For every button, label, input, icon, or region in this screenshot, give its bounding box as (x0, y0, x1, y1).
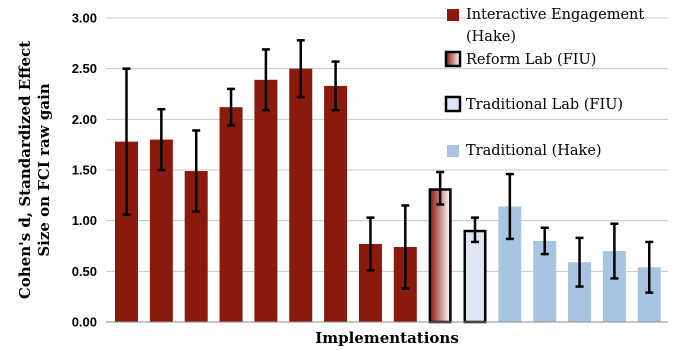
legend-item-reform: Reform Lab (FIU) (444, 50, 596, 68)
y-axis-title-line-1: Cohen's d, Standardized Effect (16, 41, 34, 299)
error-bar (540, 226, 549, 256)
bar-interactive (115, 141, 138, 322)
error-bar (505, 172, 514, 241)
legend-label: Traditional (Hake) (466, 143, 602, 159)
bar-reform (428, 188, 452, 324)
legend-item-traditional_hake: Traditional (Hake) (447, 143, 602, 159)
y-axis-title: Cohen's d, Standardized Effect Size on F… (16, 41, 53, 299)
bar-traditional_hake (498, 206, 522, 322)
error-bar (436, 170, 445, 206)
y-tick-label: 2.50 (72, 61, 97, 76)
bar-interactive (219, 107, 243, 322)
y-tick-label: 1.50 (72, 163, 97, 178)
legend-label: (Hake) (466, 29, 516, 45)
legend-swatch (444, 95, 462, 113)
bar-traditional_hake (602, 251, 626, 322)
y-tick-label: 2.00 (72, 112, 97, 127)
x-axis-title: Implementations (315, 329, 459, 347)
y-tick-label: 0.50 (72, 264, 97, 279)
legend-item-interactive: Interactive Engagement (Hake) (447, 7, 644, 45)
bar-traditional_lab (463, 229, 487, 324)
y-tick-labels: 0.00 0.50 1.00 1.50 2.00 2.50 3.00 (72, 11, 97, 330)
error-bars (122, 39, 654, 294)
error-bar (366, 216, 375, 272)
bar-interactive (254, 79, 278, 323)
y-tick-label: 3.00 (72, 11, 97, 26)
error-bar (610, 222, 619, 280)
error-bar (261, 48, 270, 112)
error-bar (645, 240, 654, 294)
bar-traditional_hake (637, 267, 661, 322)
bar-interactive (358, 243, 382, 322)
bars (115, 68, 661, 324)
error-bar (331, 60, 340, 112)
bar-interactive (324, 85, 348, 322)
legend-label: Interactive Engagement (466, 7, 644, 23)
legend-item-traditional_lab: Traditional Lab (FIU) (444, 95, 623, 113)
y-axis-title-line-2: Size on FCI raw gain (35, 83, 53, 256)
legend-swatch (447, 9, 459, 21)
y-tick-label: 1.00 (72, 213, 97, 228)
legend-label: Traditional Lab (FIU) (466, 97, 623, 113)
bar-interactive (289, 68, 313, 323)
legend: Interactive Engagement (Hake) Reform Lab (… (444, 7, 644, 159)
error-bar (401, 204, 410, 290)
bar-traditional_hake (568, 262, 592, 322)
bar-traditional_hake (533, 240, 557, 322)
error-bar (575, 236, 584, 288)
legend-swatch (447, 145, 459, 157)
y-tick-label: 0.00 (72, 315, 97, 330)
bar-interactive (149, 139, 173, 322)
legend-swatch (444, 50, 462, 68)
legend-label: Reform Lab (FIU) (466, 52, 596, 68)
error-bar (122, 67, 131, 216)
error-bar (227, 87, 236, 127)
error-bar (157, 107, 166, 172)
bar-interactive (184, 171, 208, 322)
error-bar (192, 129, 201, 213)
error-bar (471, 216, 479, 244)
error-bar (296, 39, 305, 99)
